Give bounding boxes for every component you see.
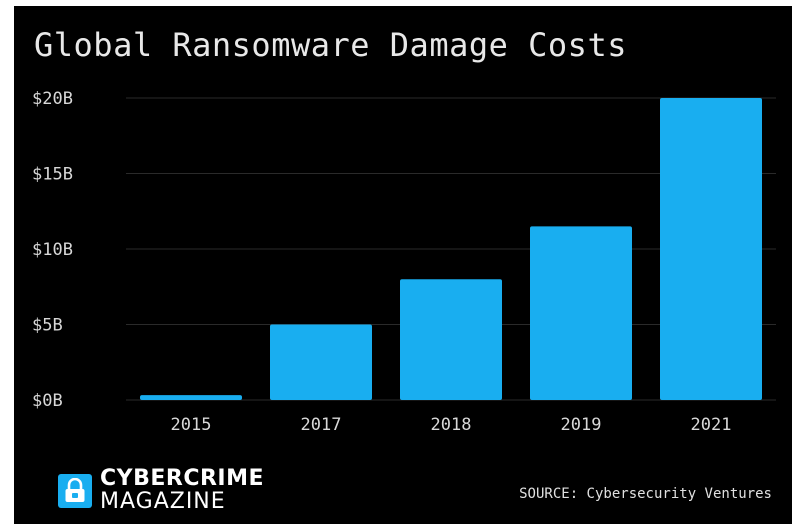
bar-chart: $0B $5B $10B $15B $20B 2015 2017 2018 2019 2021 [32, 89, 776, 435]
x-axis-ticks: 2015 2017 2018 2019 2021 [171, 415, 732, 435]
x-tick-label: 2017 [301, 415, 342, 435]
y-tick-label: $20B [32, 89, 73, 109]
bar-2018 [400, 279, 502, 400]
bar-2015 [140, 395, 242, 400]
y-tick-label: $5B [32, 316, 63, 336]
x-tick-label: 2021 [691, 415, 732, 435]
brand-logo-block: CYBERCRIME MAGAZINE [58, 468, 264, 513]
source-credit: SOURCE: Cybersecurity Ventures [519, 486, 772, 502]
bar-2019 [530, 226, 632, 400]
y-tick-label: $15B [32, 165, 73, 185]
y-tick-label: $10B [32, 240, 73, 260]
padlock-icon [58, 473, 92, 508]
y-tick-label: $0B [32, 391, 63, 411]
chart-frame: Global Ransomware Damage Costs $0B $5B $10… [14, 6, 792, 524]
y-axis-ticks: $0B $5B $10B $15B $20B [32, 89, 73, 411]
x-tick-label: 2019 [561, 415, 602, 435]
bar-2017 [270, 324, 372, 400]
chart-title: Global Ransomware Damage Costs [34, 26, 627, 64]
brand-name-line2: MAGAZINE [100, 489, 226, 514]
brand-name-line1: CYBERCRIME [100, 466, 265, 491]
x-tick-label: 2015 [171, 415, 212, 435]
bars [140, 98, 762, 400]
x-tick-label: 2018 [431, 415, 472, 435]
bar-2021 [660, 98, 762, 400]
